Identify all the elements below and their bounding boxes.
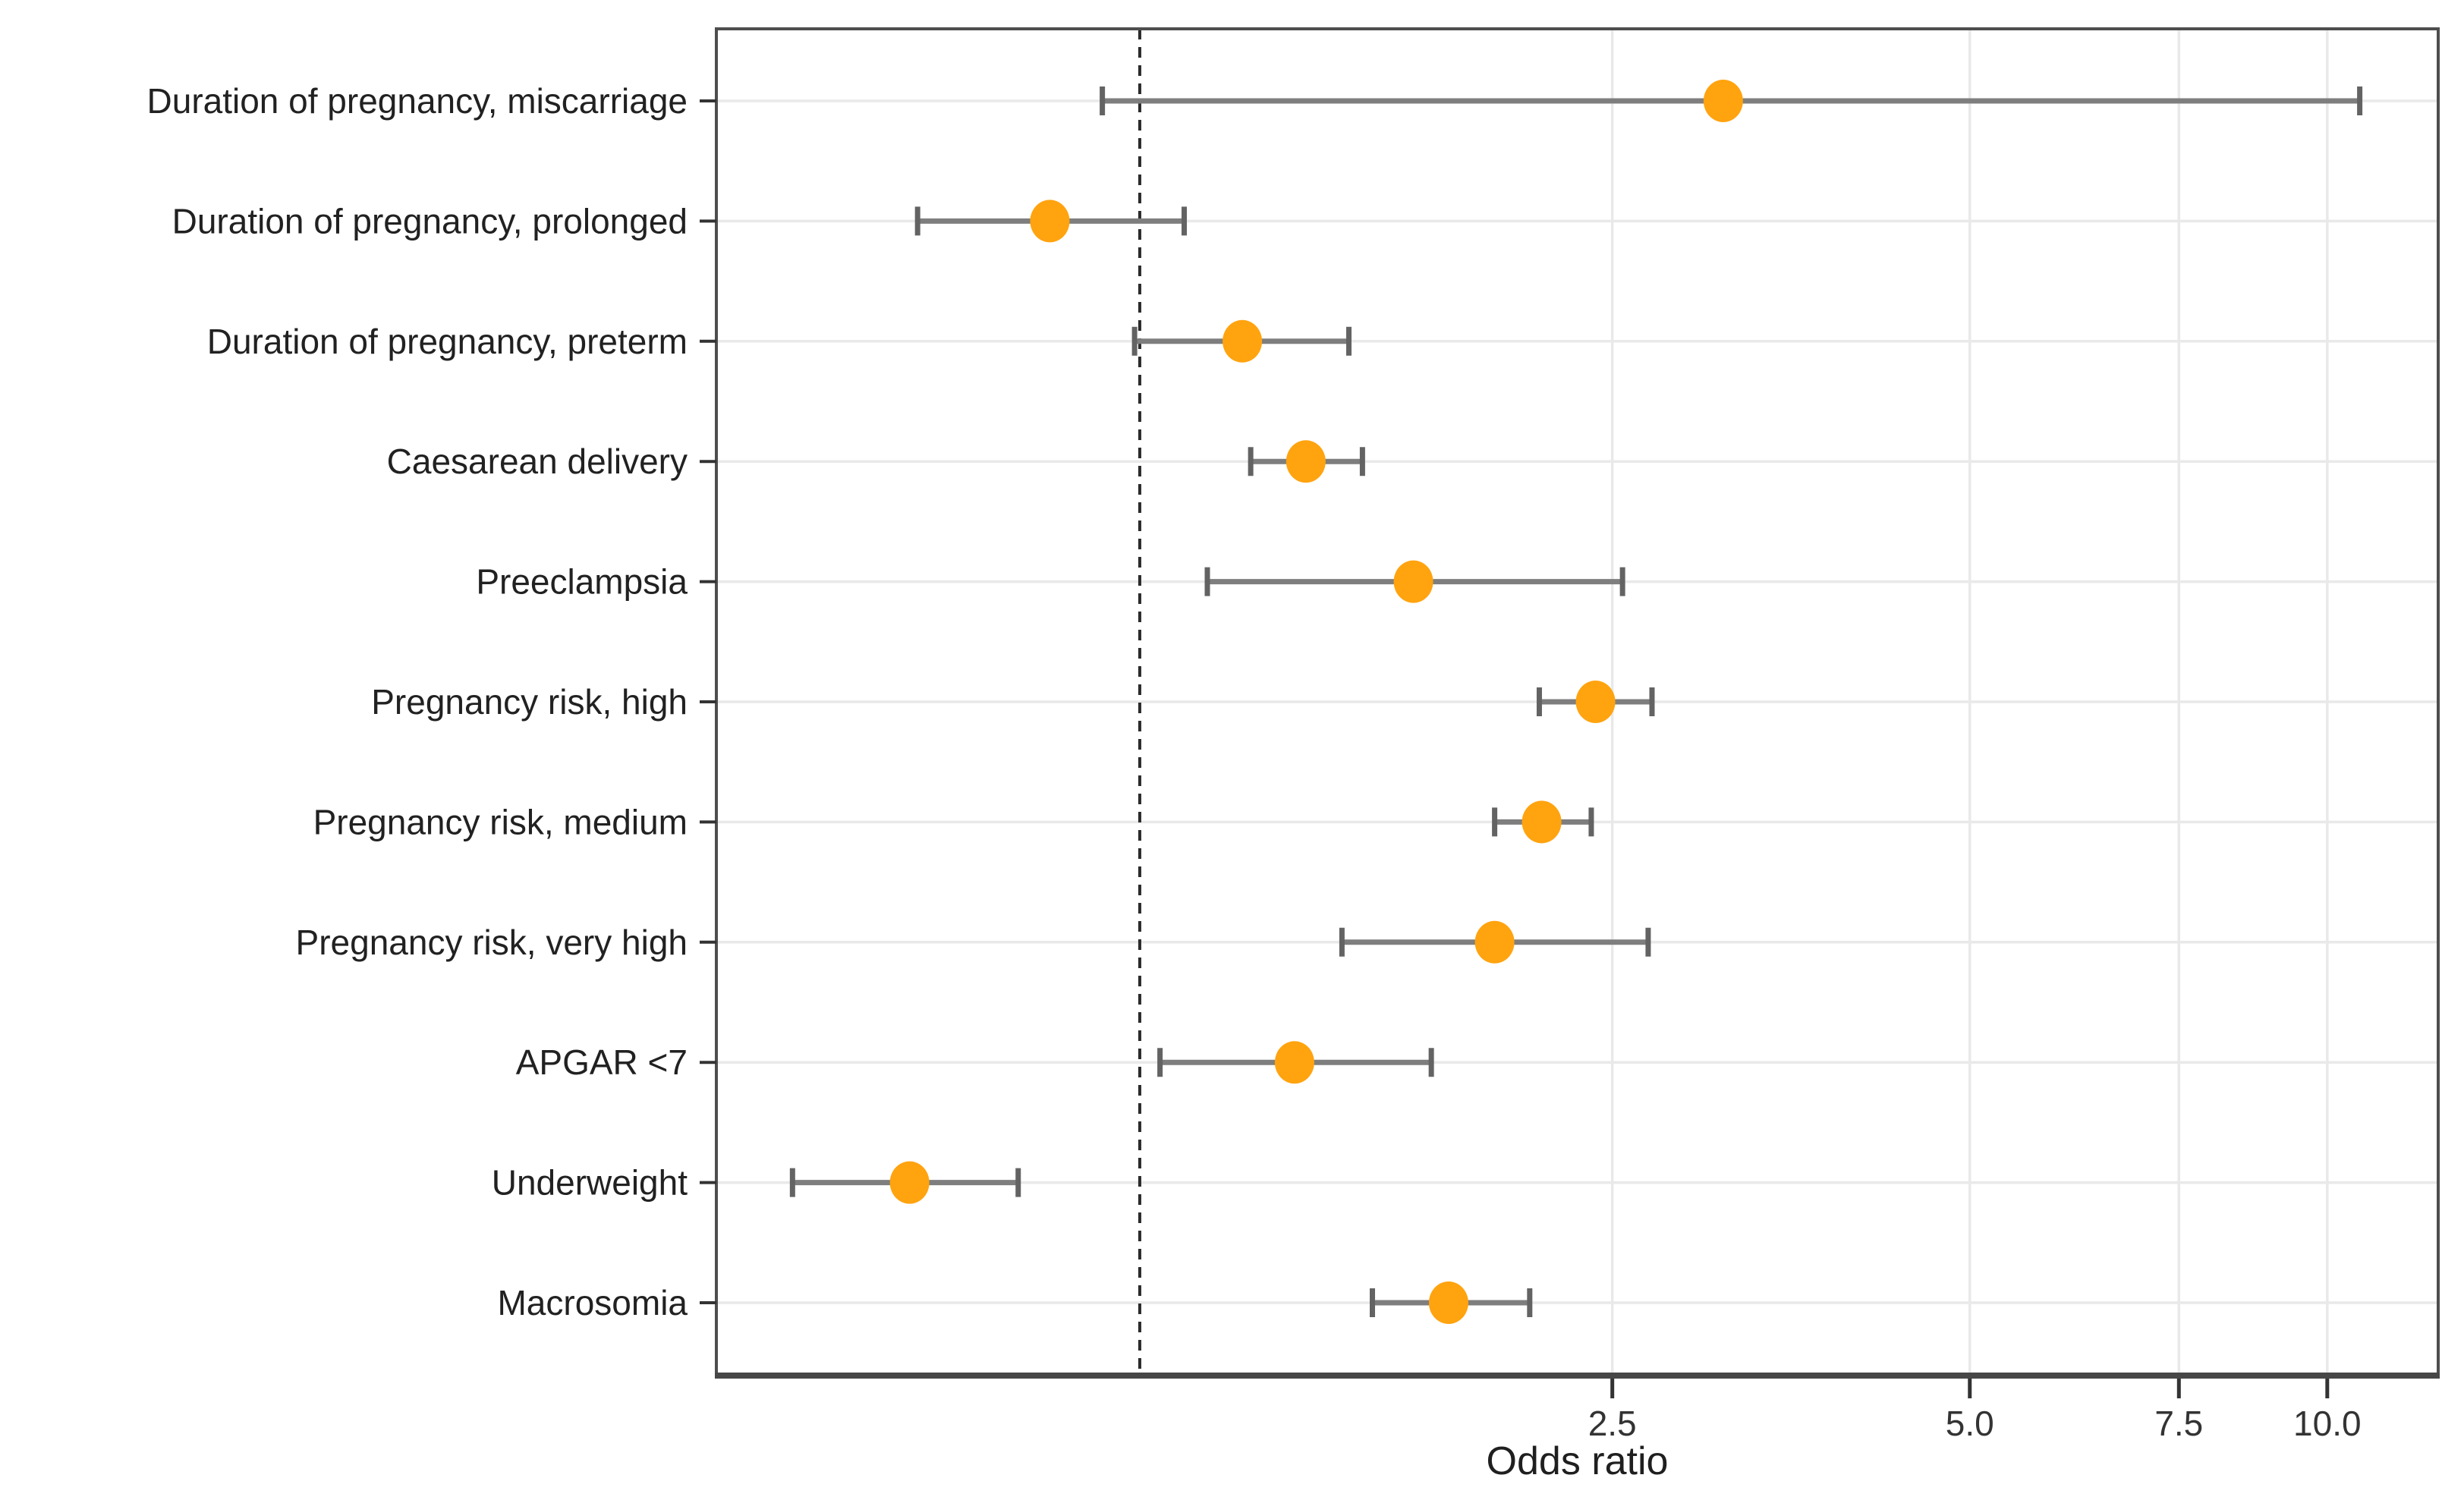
y-axis-label: APGAR <7 <box>516 1042 688 1082</box>
data-point <box>1428 1281 1468 1324</box>
x-axis-title: Odds ratio <box>1486 1439 1669 1483</box>
y-axis-label: Pregnancy risk, very high <box>296 923 688 962</box>
y-axis-label: Preeclampsia <box>476 562 688 602</box>
data-point <box>1474 920 1515 964</box>
y-axis-label: Macrosomia <box>497 1283 688 1322</box>
data-point <box>1030 200 1070 243</box>
x-tick-label: 2.5 <box>1588 1404 1637 1443</box>
y-axis-label: Duration of pregnancy, miscarriage <box>147 81 688 121</box>
x-tick-label: 7.5 <box>2154 1404 2203 1443</box>
y-axis-label: Duration of pregnancy, preterm <box>207 322 688 361</box>
x-tick-label: 5.0 <box>1946 1404 1994 1443</box>
y-axis-label: Pregnancy risk, medium <box>313 802 688 841</box>
data-point <box>1274 1041 1314 1084</box>
x-tick-label: 10.0 <box>2293 1404 2362 1443</box>
y-axis-label: Underweight <box>492 1163 688 1203</box>
y-axis-label: Duration of pregnancy, prolonged <box>172 201 688 241</box>
data-point <box>1223 319 1263 363</box>
data-point <box>889 1161 930 1204</box>
data-point <box>1285 440 1326 483</box>
data-point <box>1522 800 1562 844</box>
data-point <box>1703 80 1743 122</box>
data-point <box>1393 560 1433 603</box>
y-axis-label: Pregnancy risk, high <box>371 682 688 722</box>
y-axis-label: Caesarean delivery <box>387 442 688 481</box>
data-point <box>1575 681 1616 723</box>
